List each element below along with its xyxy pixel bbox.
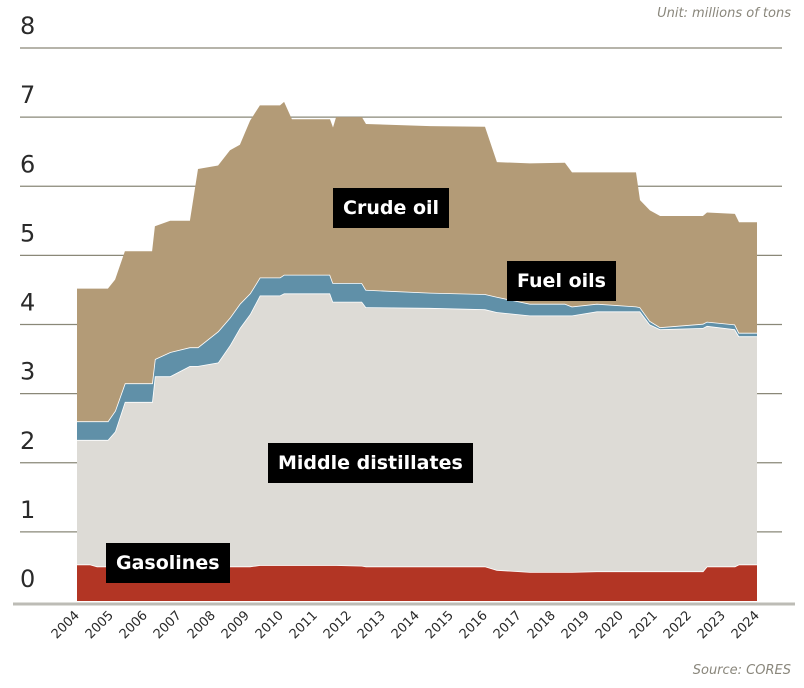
y-tick-label: 2 [20,427,35,455]
x-tick-label: 2018 [525,608,559,642]
y-tick-label: 1 [20,496,35,524]
y-tick-label: 4 [20,289,35,317]
x-tick-label: 2015 [423,608,457,642]
source-note: Source: CORES [692,663,791,678]
series-label-crude-oil: Crude oil [333,188,450,228]
x-tick-label: 2009 [219,608,253,642]
y-tick-label: 5 [20,219,35,247]
gasolines-area [77,564,757,601]
series-label-middle-distillates: Middle distillates [268,443,473,483]
x-tick-label: 2017 [491,608,525,642]
x-tick-label: 2008 [185,608,219,642]
crude-oil-area [77,101,757,422]
fuel-oils-area [77,274,757,440]
x-tick-label: 2013 [355,608,389,642]
unit-note: Unit: millions of tons [657,6,791,21]
x-tick-label: 2024 [729,608,763,642]
x-tick-label: 2023 [695,608,729,642]
x-tick-label: 2016 [457,608,491,642]
x-tick-label: 2014 [389,608,423,642]
x-tick-label: 2022 [661,608,695,642]
x-tick-label: 2020 [593,608,627,642]
y-tick-label: 6 [20,150,35,178]
y-tick-label: 7 [20,81,35,109]
x-tick-label: 2006 [117,608,151,642]
x-tick-label: 2010 [253,608,287,642]
y-tick-label: 0 [20,565,35,593]
middle-distillates-area [77,293,757,572]
x-tick-label: 2021 [627,608,661,642]
x-tick-label: 2011 [287,608,321,642]
x-tick-label: 2019 [559,608,593,642]
y-tick-label: 3 [20,358,35,386]
x-tick-label: 2007 [151,608,185,642]
x-tick-label: 2005 [83,608,117,642]
series-label-gasolines: Gasolines [106,543,230,583]
x-tick-label: 2004 [49,608,83,642]
series-label-fuel-oils: Fuel oils [507,261,616,301]
y-tick-label: 8 [20,12,35,40]
x-tick-label: 2012 [321,608,355,642]
